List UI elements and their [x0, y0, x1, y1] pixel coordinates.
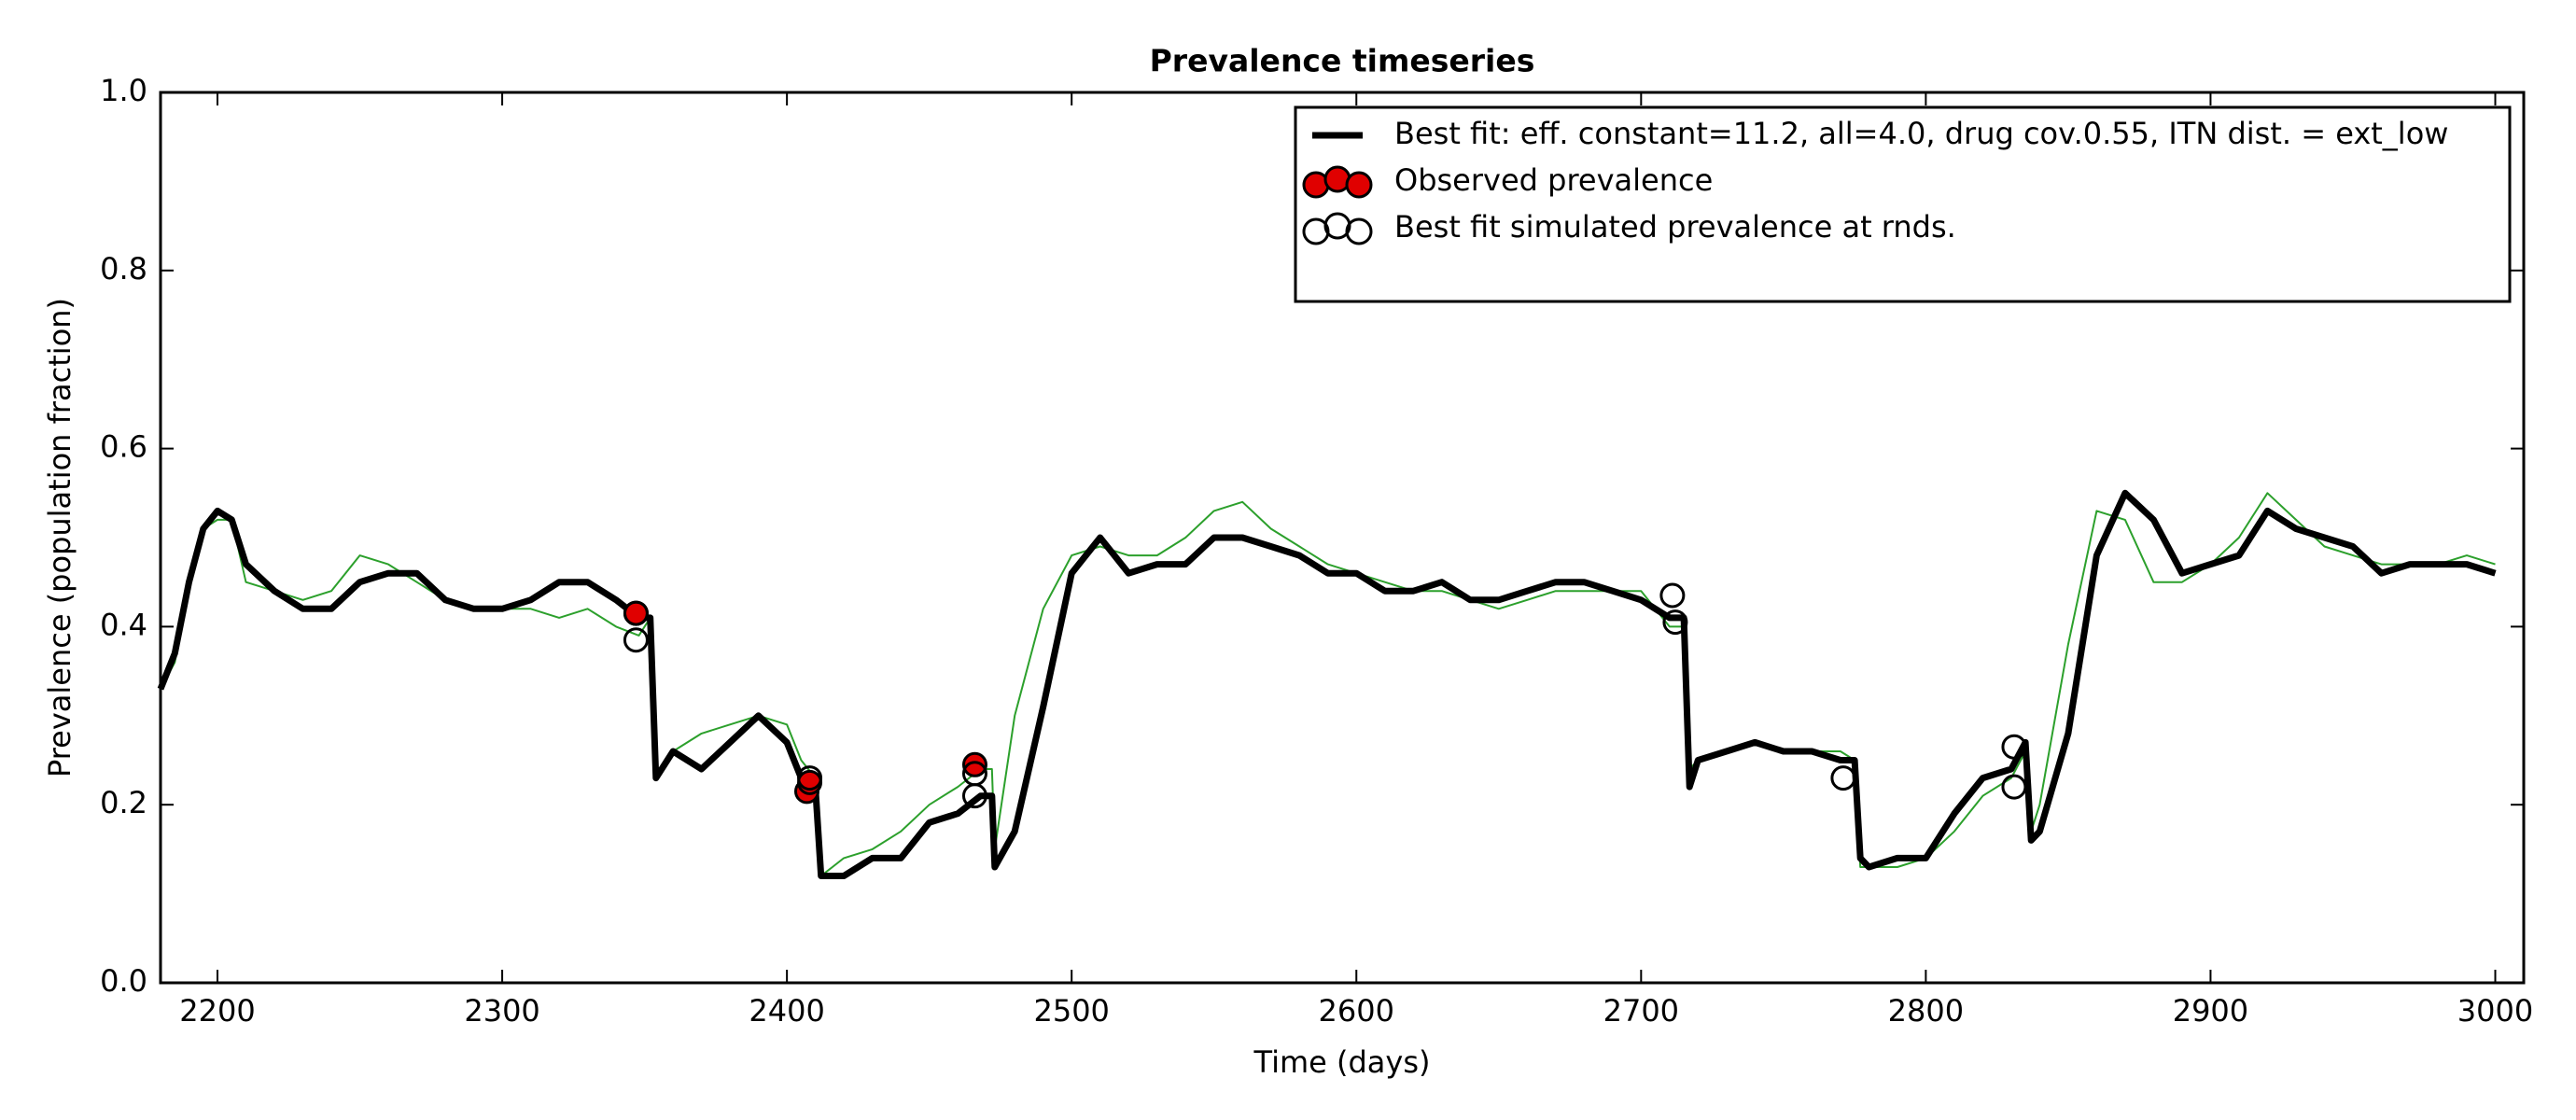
x-tick-label: 2600	[1319, 993, 1394, 1029]
legend-label: Best fit simulated prevalence at rnds.	[1394, 209, 1956, 245]
legend-label: Best fit: eff. constant=11.2, all=4.0, d…	[1394, 116, 2448, 151]
x-tick-label: 2800	[1888, 993, 1964, 1029]
x-tick-label: 2700	[1603, 993, 1679, 1029]
y-axis-label: Prevalence (population fraction)	[42, 298, 77, 777]
x-tick-label: 2400	[749, 993, 824, 1029]
y-tick-label: 0.2	[100, 785, 147, 820]
data-point	[1830, 765, 1856, 791]
plot-frame	[159, 91, 2526, 985]
x-tick-label: 2200	[179, 993, 255, 1029]
data-point	[1659, 582, 1686, 609]
y-tick-label: 1.0	[100, 73, 147, 108]
legend-swatch	[1345, 217, 1373, 245]
y-tick-label: 0.6	[100, 429, 147, 465]
x-tick-label: 2500	[1033, 993, 1109, 1029]
legend-box	[1294, 105, 2512, 303]
data-point	[961, 751, 987, 777]
series-line	[157, 489, 2497, 879]
x-tick-label: 3000	[2457, 993, 2533, 1029]
data-point	[961, 761, 987, 787]
legend: Best fit: eff. constant=11.2, all=4.0, d…	[1294, 105, 2512, 303]
y-tick-label: 0.8	[100, 251, 147, 287]
data-point	[2001, 774, 2027, 800]
x-tick-label: 2300	[464, 993, 539, 1029]
series-line	[160, 492, 2496, 877]
legend-label: Observed prevalence	[1394, 162, 1713, 198]
x-axis-label: Time (days)	[1253, 1044, 1431, 1080]
data-point	[797, 765, 823, 791]
data-point	[623, 600, 649, 626]
y-tick-label: 0.4	[100, 607, 147, 642]
chart-title: Prevalence timeseries	[1150, 43, 1535, 79]
y-tick-label: 0.0	[100, 963, 147, 999]
x-tick-label: 2900	[2173, 993, 2248, 1029]
data-point	[1662, 609, 1688, 636]
legend-swatch	[1345, 171, 1373, 199]
data-point	[2001, 734, 2027, 760]
data-point	[623, 627, 649, 653]
